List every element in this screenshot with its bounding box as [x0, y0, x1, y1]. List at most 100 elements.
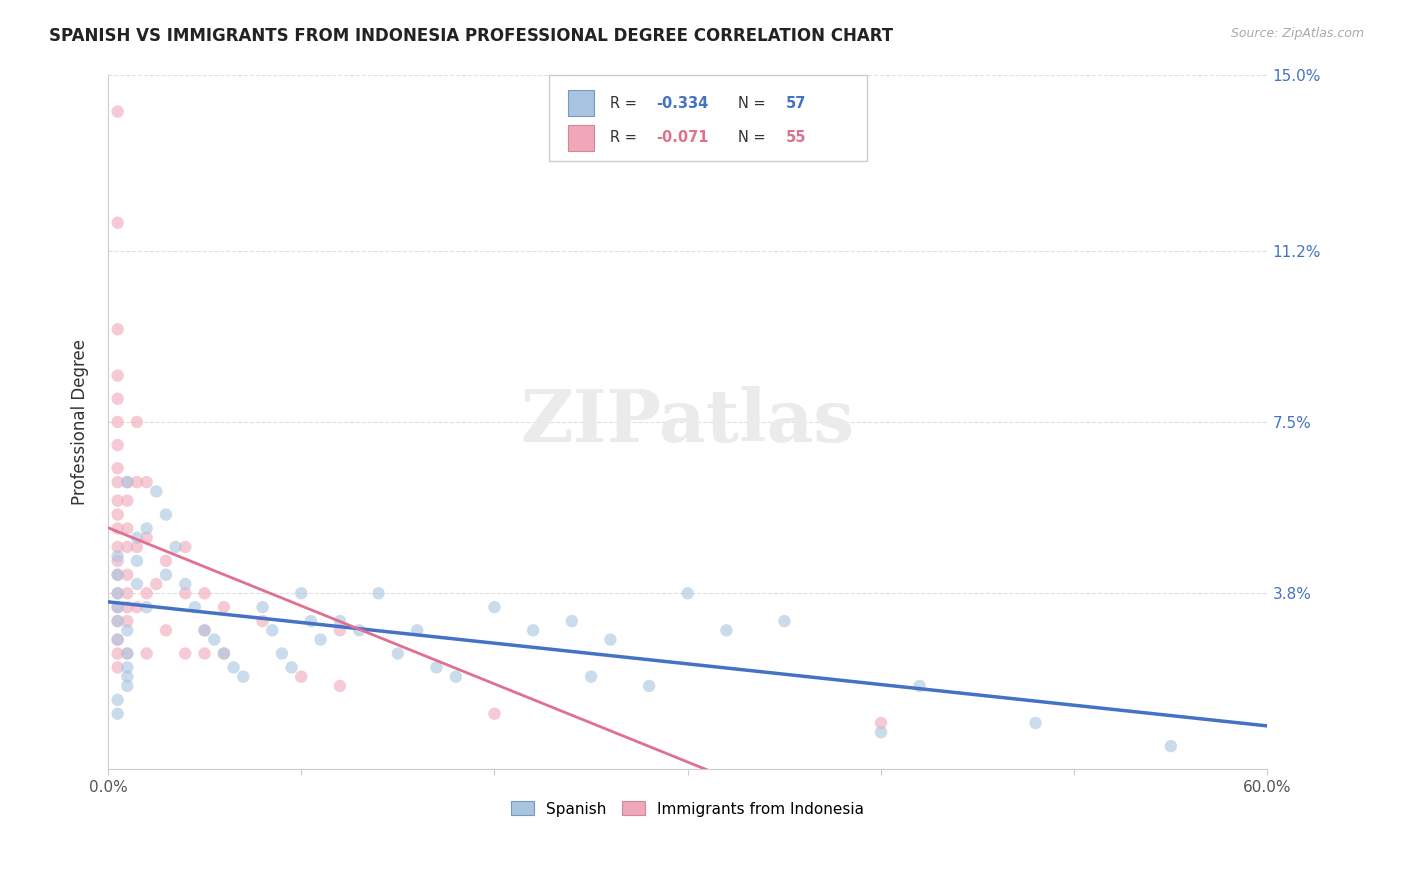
Text: R =: R =: [610, 95, 641, 111]
Point: [347, 624, 370, 638]
Text: Source: ZipAtlas.com: Source: ZipAtlas.com: [1230, 27, 1364, 40]
Point: [290, 586, 312, 600]
Point: [406, 624, 429, 638]
Point: [638, 679, 661, 693]
Text: R =: R =: [610, 130, 641, 145]
Point: [107, 567, 129, 582]
Point: [107, 600, 129, 615]
Point: [107, 647, 129, 661]
Point: [773, 614, 796, 628]
Point: [107, 368, 129, 383]
Point: [1160, 739, 1182, 753]
Point: [367, 586, 389, 600]
Point: [194, 624, 217, 638]
Point: [299, 614, 322, 628]
Point: [107, 216, 129, 230]
Point: [194, 586, 217, 600]
Point: [107, 540, 129, 554]
Point: [125, 540, 148, 554]
Point: [107, 614, 129, 628]
Point: [145, 484, 167, 499]
Point: [117, 660, 139, 674]
Point: [561, 614, 583, 628]
Point: [125, 554, 148, 568]
Point: [107, 586, 129, 600]
Point: [117, 647, 139, 661]
Point: [174, 586, 197, 600]
Point: [329, 679, 352, 693]
Point: [125, 600, 148, 615]
Point: [117, 493, 139, 508]
Point: [232, 670, 254, 684]
Text: -0.334: -0.334: [657, 95, 709, 111]
Point: [222, 660, 245, 674]
Point: [107, 586, 129, 600]
Point: [174, 647, 197, 661]
Point: [174, 577, 197, 591]
Point: [107, 554, 129, 568]
Point: [1025, 716, 1047, 731]
Text: N =: N =: [738, 130, 770, 145]
Point: [174, 540, 197, 554]
Point: [280, 660, 302, 674]
Point: [165, 540, 187, 554]
Point: [117, 540, 139, 554]
Point: [212, 647, 235, 661]
Point: [290, 670, 312, 684]
Point: [202, 632, 225, 647]
Text: 57: 57: [786, 95, 807, 111]
Point: [676, 586, 699, 600]
Point: [599, 632, 621, 647]
Point: [212, 647, 235, 661]
Point: [107, 549, 129, 564]
Point: [194, 647, 217, 661]
Text: -0.071: -0.071: [657, 130, 709, 145]
Point: [117, 614, 139, 628]
Point: [135, 586, 157, 600]
Text: SPANISH VS IMMIGRANTS FROM INDONESIA PROFESSIONAL DEGREE CORRELATION CHART: SPANISH VS IMMIGRANTS FROM INDONESIA PRO…: [49, 27, 893, 45]
Point: [135, 647, 157, 661]
Point: [107, 493, 129, 508]
Text: ZIPatlas: ZIPatlas: [520, 386, 855, 458]
Point: [117, 567, 139, 582]
Point: [117, 475, 139, 490]
Point: [184, 600, 207, 615]
Point: [145, 577, 167, 591]
Point: [870, 725, 893, 739]
Point: [107, 461, 129, 475]
Point: [107, 600, 129, 615]
Point: [135, 531, 157, 545]
Point: [107, 415, 129, 429]
Point: [117, 647, 139, 661]
Point: [125, 531, 148, 545]
Point: [107, 475, 129, 490]
Point: [117, 624, 139, 638]
Point: [117, 670, 139, 684]
Point: [425, 660, 447, 674]
Point: [117, 586, 139, 600]
Point: [107, 632, 129, 647]
Point: [107, 521, 129, 535]
Point: [155, 624, 177, 638]
Point: [125, 475, 148, 490]
Point: [484, 600, 506, 615]
FancyBboxPatch shape: [548, 75, 868, 161]
Point: [522, 624, 544, 638]
Y-axis label: Professional Degree: Professional Degree: [72, 339, 89, 505]
Point: [155, 508, 177, 522]
Point: [107, 438, 129, 452]
Point: [484, 706, 506, 721]
Point: [716, 624, 738, 638]
Point: [135, 521, 157, 535]
Point: [125, 415, 148, 429]
Point: [444, 670, 467, 684]
Point: [107, 706, 129, 721]
Point: [309, 632, 332, 647]
Point: [579, 670, 602, 684]
Point: [107, 693, 129, 707]
Point: [329, 624, 352, 638]
Point: [135, 600, 157, 615]
Legend: Spanish, Immigrants from Indonesia: Spanish, Immigrants from Indonesia: [503, 794, 872, 824]
Bar: [568, 125, 593, 151]
Point: [107, 567, 129, 582]
